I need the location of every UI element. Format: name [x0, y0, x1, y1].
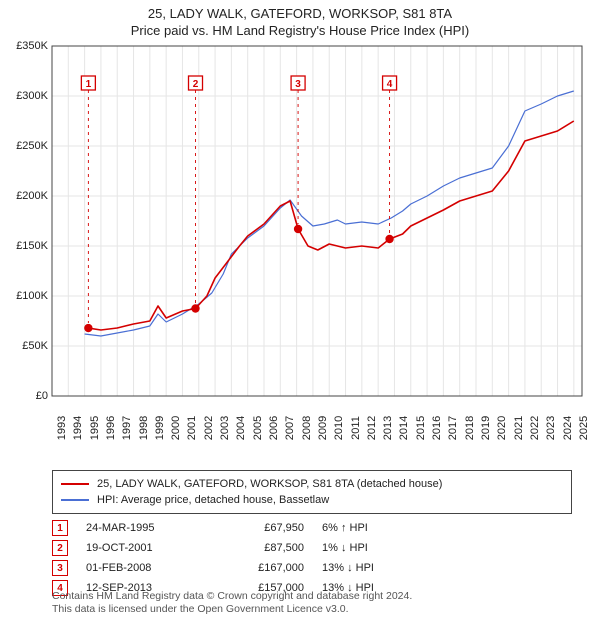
x-tick-label: 2018 [464, 416, 476, 440]
marker-delta: 1% ↓ HPI [322, 542, 442, 554]
x-tick-label: 2013 [382, 416, 394, 440]
marker-price: £167,000 [214, 562, 304, 574]
x-tick-label: 2019 [480, 416, 492, 440]
x-tick-label: 1997 [121, 416, 133, 440]
chart-legend: 25, LADY WALK, GATEFORD, WORKSOP, S81 8T… [52, 470, 572, 514]
legend-label: HPI: Average price, detached house, Bass… [97, 492, 329, 508]
x-tick-label: 2014 [398, 416, 410, 440]
x-tick-label: 1995 [89, 416, 101, 440]
y-tick-label: £350K [0, 40, 48, 52]
x-tick-label: 2006 [268, 416, 280, 440]
legend-swatch [61, 499, 89, 500]
marker-row: 2 19-OCT-2001 £87,500 1% ↓ HPI [52, 538, 572, 558]
x-tick-label: 1994 [72, 416, 84, 440]
y-tick-label: £300K [0, 90, 48, 102]
x-tick-label: 2011 [350, 416, 362, 440]
x-tick-label: 2007 [284, 416, 296, 440]
x-tick-label: 1999 [154, 416, 166, 440]
x-tick-label: 2025 [578, 416, 590, 440]
footer-line1: Contains HM Land Registry data © Crown c… [52, 590, 412, 603]
legend-row: HPI: Average price, detached house, Bass… [61, 492, 563, 508]
marker-table: 1 24-MAR-1995 £67,950 6% ↑ HPI 2 19-OCT-2001 £… [52, 518, 572, 598]
x-tick-label: 2008 [301, 416, 313, 440]
legend-swatch [61, 483, 89, 485]
x-tick-label: 2015 [415, 416, 427, 440]
x-tick-label: 2020 [496, 416, 508, 440]
x-tick-label: 2010 [333, 416, 345, 440]
marker-number-box: 1 [52, 520, 68, 536]
y-tick-label: £0 [0, 390, 48, 402]
svg-text:4: 4 [387, 79, 393, 90]
y-tick-label: £200K [0, 190, 48, 202]
x-tick-label: 2009 [317, 416, 329, 440]
x-tick-label: 2016 [431, 416, 443, 440]
x-tick-label: 1998 [138, 416, 150, 440]
y-tick-label: £50K [0, 340, 48, 352]
marker-delta: 6% ↑ HPI [322, 522, 442, 534]
marker-number-box: 3 [52, 560, 68, 576]
page-title-line1: 25, LADY WALK, GATEFORD, WORKSOP, S81 8T… [0, 6, 600, 21]
x-tick-label: 2001 [186, 416, 198, 440]
x-tick-label: 2021 [513, 416, 525, 440]
svg-text:3: 3 [295, 79, 301, 90]
marker-number-box: 2 [52, 540, 68, 556]
marker-date: 24-MAR-1995 [86, 522, 196, 534]
x-tick-label: 2012 [366, 416, 378, 440]
price-chart: 1 2 3 4 [52, 46, 582, 396]
y-tick-label: £150K [0, 240, 48, 252]
y-tick-label: £100K [0, 290, 48, 302]
page-title-line2: Price paid vs. HM Land Registry's House … [0, 23, 600, 38]
svg-text:2: 2 [193, 79, 199, 90]
marker-row: 3 01-FEB-2008 £167,000 13% ↓ HPI [52, 558, 572, 578]
x-tick-label: 1993 [56, 416, 68, 440]
x-tick-label: 1996 [105, 416, 117, 440]
marker-price: £67,950 [214, 522, 304, 534]
x-tick-label: 2000 [170, 416, 182, 440]
x-tick-label: 2004 [235, 416, 247, 440]
x-tick-label: 2024 [562, 416, 574, 440]
svg-text:1: 1 [86, 79, 92, 90]
marker-date: 19-OCT-2001 [86, 542, 196, 554]
marker-price: £87,500 [214, 542, 304, 554]
footer-attribution: Contains HM Land Registry data © Crown c… [52, 590, 412, 616]
marker-date: 01-FEB-2008 [86, 562, 196, 574]
x-tick-label: 2023 [545, 416, 557, 440]
x-tick-label: 2017 [447, 416, 459, 440]
y-tick-label: £250K [0, 140, 48, 152]
x-tick-label: 2005 [252, 416, 264, 440]
x-tick-label: 2003 [219, 416, 231, 440]
footer-line2: This data is licensed under the Open Gov… [52, 603, 412, 616]
x-tick-label: 2022 [529, 416, 541, 440]
legend-row: 25, LADY WALK, GATEFORD, WORKSOP, S81 8T… [61, 476, 563, 492]
legend-label: 25, LADY WALK, GATEFORD, WORKSOP, S81 8T… [97, 476, 442, 492]
marker-delta: 13% ↓ HPI [322, 562, 442, 574]
x-tick-label: 2002 [203, 416, 215, 440]
marker-row: 1 24-MAR-1995 £67,950 6% ↑ HPI [52, 518, 572, 538]
